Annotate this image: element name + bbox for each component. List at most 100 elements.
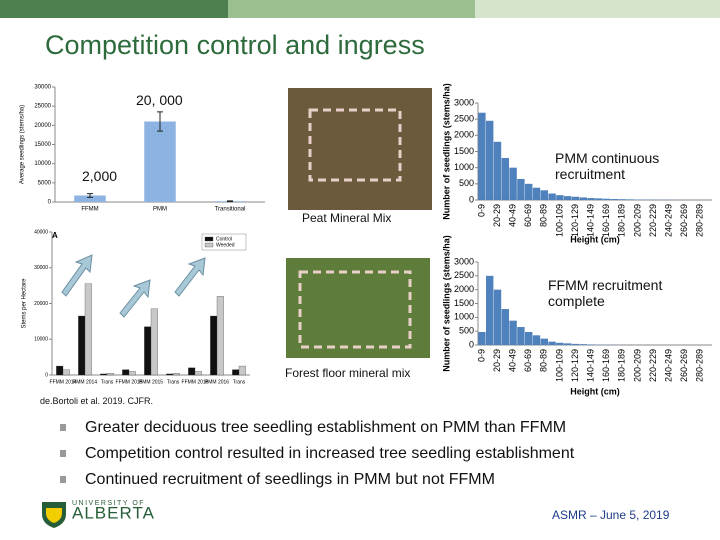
x-tick-label: 200-209 (632, 349, 642, 382)
photo-frame (298, 270, 412, 349)
bar (106, 373, 114, 376)
annotation: PMM continuous recruitment (555, 150, 685, 182)
bar (84, 283, 92, 376)
bar (579, 197, 588, 200)
bar (232, 369, 240, 376)
bar (501, 157, 510, 200)
bar (587, 344, 595, 345)
bar (188, 367, 196, 376)
x-tick-label: Trans (167, 379, 180, 385)
bar (144, 326, 152, 376)
bar (571, 196, 580, 200)
y-tick-label: 3000 (454, 256, 474, 266)
y-tick-label: 2500 (454, 114, 474, 124)
bar (532, 335, 541, 345)
slide-title: Competition control and ingress (45, 30, 425, 60)
x-tick-label: 20-29 (492, 204, 502, 227)
y-tick-label: 5000 (38, 180, 52, 186)
y-tick-label: 20000 (34, 123, 51, 129)
bar (618, 199, 627, 200)
bar (74, 195, 106, 202)
bar (524, 183, 533, 200)
bar (238, 365, 246, 376)
bar (626, 199, 634, 200)
bar (166, 373, 174, 376)
x-tick-label: 180-189 (617, 349, 627, 382)
bar (571, 343, 580, 345)
bar (144, 121, 176, 202)
y-tick-label: 500 (459, 326, 474, 336)
x-tick-label: 100-109 (554, 204, 564, 237)
x-tick-label: PMM 2015 (139, 379, 163, 385)
bar (563, 343, 572, 345)
x-tick-label: 120-129 (570, 204, 580, 237)
x-tick-label: Transitional (215, 207, 246, 213)
annotation: FFMM recruitment complete (548, 277, 688, 309)
bar (493, 289, 502, 345)
panel-label: A (52, 231, 58, 240)
arrows (61, 254, 206, 318)
bar (517, 327, 525, 345)
bar (556, 342, 564, 345)
bar (540, 190, 549, 200)
bar (509, 167, 517, 200)
x-tick-label: 280-289 (695, 204, 705, 237)
y-tick-label: 3000 (454, 97, 474, 107)
bar (602, 198, 611, 200)
x-tick-label: 140-149 (585, 204, 595, 237)
bar (150, 308, 158, 376)
bar (78, 315, 86, 376)
bar (485, 120, 494, 200)
bar (128, 371, 136, 376)
legend-swatch (204, 242, 214, 248)
x-tick-label: 240-249 (663, 349, 673, 382)
x-tick-label: Trans (101, 379, 114, 385)
y-tick-label: 10000 (34, 161, 51, 167)
y-axis-label: Average seedlings (stems/ha) (20, 105, 26, 184)
y-tick-label: 2500 (454, 270, 474, 280)
x-tick-label: 80-89 (539, 204, 549, 227)
x-tick-label: FFMM (81, 207, 98, 213)
bar (56, 365, 64, 376)
x-tick-label: PMM 2014 (73, 379, 97, 385)
x-axis-label: Height (cm) (570, 234, 620, 244)
x-tick-label: FFMM 2014 (50, 379, 77, 385)
error-bar (87, 193, 93, 198)
photo-pmm (288, 88, 432, 210)
bar (579, 344, 588, 345)
y-tick-label: 1000 (454, 162, 474, 172)
x-tick-label: 40-49 (507, 204, 517, 227)
citation: de.Bortoli et al. 2019. CJFR. (40, 396, 154, 406)
x-tick-label: 20-29 (492, 349, 502, 372)
error-bar (227, 200, 233, 203)
x-tick-label: 0-9 (476, 349, 486, 362)
bar (610, 199, 619, 200)
bar (493, 141, 502, 200)
logo-top: UNIVERSITY OF (72, 500, 145, 507)
x-tick-label: PMM 2016 (205, 379, 229, 385)
legend-label: Weeded (216, 242, 235, 248)
x-tick-label: 120-129 (570, 349, 580, 382)
bar (501, 309, 510, 345)
photo-frame (308, 108, 402, 182)
y-tick-label: 2000 (454, 284, 474, 294)
top-band (475, 0, 720, 18)
bar (587, 198, 595, 200)
y-tick-label: 2000 (454, 130, 474, 140)
x-tick-label: 260-269 (679, 204, 689, 237)
x-tick-label: FFMM 2015 (116, 379, 143, 385)
bar (540, 338, 549, 345)
x-tick-label: PMM (153, 207, 167, 213)
x-tick-label: 260-269 (679, 349, 689, 382)
x-tick-label: FFMM 2016 (182, 379, 209, 385)
y-tick-label: 1500 (454, 146, 474, 156)
x-tick-label: 200-209 (632, 204, 642, 237)
bar (509, 320, 517, 345)
x-tick-label: 240-249 (663, 204, 673, 237)
bar (210, 315, 218, 376)
x-tick-label: 280-289 (695, 349, 705, 382)
x-tick-label: 100-109 (554, 349, 564, 382)
top-band (0, 0, 228, 18)
